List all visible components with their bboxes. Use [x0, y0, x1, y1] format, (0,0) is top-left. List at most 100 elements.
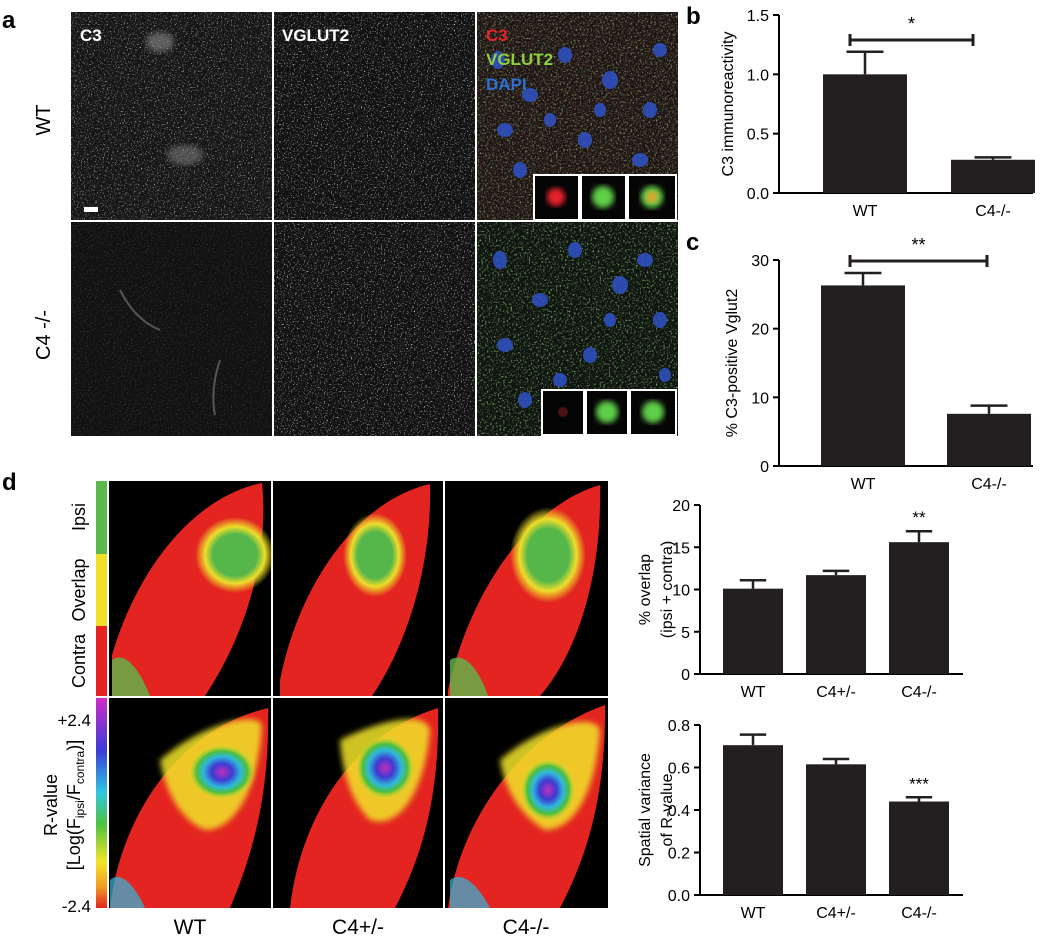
- merge-label-dapi: DAPI: [486, 75, 527, 94]
- significance-label: *: [908, 14, 915, 34]
- inset-row-wt: [533, 174, 677, 221]
- rvalue-colorbar: [96, 698, 107, 908]
- significance-label: **: [911, 235, 925, 255]
- y-tick-label: 15: [672, 540, 690, 557]
- dlgn-column-c4het: C4+/-: [332, 916, 384, 939]
- bar: [806, 575, 866, 674]
- micrograph-wt-c3: [71, 12, 272, 220]
- legend-ipsi-label: Ipsi: [69, 503, 89, 531]
- y-axis-label: (ipsi + contra): [659, 541, 676, 638]
- x-tick-label: C4-/-: [971, 476, 1007, 493]
- bar: [823, 74, 907, 193]
- dlgn-column-wt: WT: [174, 916, 207, 939]
- dlgn-rvalue-c4ko: [445, 698, 608, 908]
- dlgn-overlap-c4ko: [445, 481, 608, 696]
- micrograph-wt-merge: C3 VGLUT2 DAPI: [477, 12, 678, 221]
- y-tick-label: 0: [681, 667, 690, 684]
- micrograph-c4ko-merge: [477, 222, 678, 436]
- x-tick-label: C4-/-: [901, 684, 937, 701]
- micrograph-c4ko-vglut2: [274, 222, 475, 436]
- x-tick-label: WT: [741, 905, 766, 922]
- rvalue-max-label: +2.4: [57, 711, 91, 730]
- y-tick-label: 10: [751, 390, 769, 407]
- dlgn-overlap-wt: [109, 481, 275, 696]
- scale-bar: [84, 207, 98, 212]
- significance-mark: ***: [909, 774, 929, 793]
- y-axis-label: of R-value: [659, 773, 676, 846]
- panel-d-letter: d: [2, 469, 17, 496]
- legend-contra-swatch: [96, 626, 107, 696]
- rvalue-formula-slash: /F: [64, 784, 84, 800]
- panel-b-letter: b: [686, 3, 701, 30]
- legend-overlap-swatch: [96, 554, 107, 626]
- legend-contra-label: Contra: [69, 633, 89, 688]
- row-label-wt: WT: [33, 104, 55, 135]
- bar: [723, 588, 783, 674]
- bar: [889, 542, 949, 674]
- y-tick-label: 30: [751, 253, 769, 270]
- chart-c3-immunoreactivity: 0.0 0.5 1.0 1.5 C3 immunoreactivity WT C4-/- *: [720, 8, 1035, 220]
- rvalue-formula: [Log(Fipsi/Fcontra)]: [64, 740, 87, 870]
- chart-c3-positive-vglut2: 0 10 20 30 % C3-positive Vglut2 WT C4-/- **: [724, 235, 1033, 493]
- channel-label-vglut2: VGLUT2: [282, 26, 349, 45]
- x-tick-label: C4+/-: [816, 684, 856, 701]
- bar: [889, 801, 949, 895]
- x-tick-label: C4-/-: [901, 905, 937, 922]
- y-tick-label: 0.0: [668, 888, 690, 905]
- y-tick-label: 0.6: [668, 761, 690, 778]
- y-tick-label: 20: [672, 498, 690, 515]
- panel-a-letter: a: [2, 7, 16, 34]
- bar: [821, 285, 905, 466]
- bar: [806, 764, 866, 895]
- x-tick-label: WT: [853, 203, 878, 220]
- channel-label-c3: C3: [80, 26, 102, 45]
- dlgn-overlap-c4het: [273, 481, 443, 696]
- y-axis-label: C3 immunoreactivity: [720, 32, 737, 177]
- rvalue-legend: +2.4 -2.4 R-value [Log(Fipsi/Fcontra)]: [41, 698, 107, 916]
- rvalue-formula-contra: contra: [73, 750, 87, 784]
- y-tick-label: 1.0: [747, 67, 769, 84]
- dlgn-overlap-images: [109, 481, 608, 696]
- rvalue-formula-ipsi: ipsi: [73, 800, 87, 818]
- y-tick-label: 5: [681, 625, 690, 642]
- merge-label-c3: C3: [486, 26, 508, 45]
- y-tick-label: 0.0: [747, 186, 769, 203]
- rvalue-formula-log: [Log(F: [64, 818, 84, 870]
- x-tick-label: C4+/-: [816, 905, 856, 922]
- bar: [723, 745, 783, 895]
- y-axis-label: % C3-positive Vglut2: [724, 289, 741, 438]
- rvalue-title: R-value: [41, 774, 61, 836]
- micrograph-wt-vglut2: [274, 12, 475, 220]
- micrograph-c4ko-c3: [71, 222, 272, 436]
- y-tick-label: 0.8: [668, 718, 690, 735]
- dlgn-column-c4ko: C4-/-: [503, 916, 550, 939]
- rvalue-min-label: -2.4: [62, 897, 91, 916]
- significance-mark: **: [912, 508, 926, 527]
- x-tick-label: C4-/-: [975, 203, 1011, 220]
- dlgn-rvalue-wt: [109, 698, 271, 908]
- chart-percent-overlap: 0 5 10 15 20 % overlap (ipsi + contra) WT C4+/- C…: [637, 498, 963, 701]
- dlgn-rvalue-c4het: [273, 698, 443, 908]
- bar: [951, 159, 1035, 193]
- bar: [947, 413, 1031, 466]
- rvalue-formula-close: )]: [64, 740, 84, 751]
- y-tick-label: 0.4: [668, 803, 690, 820]
- y-tick-label: 1.5: [747, 8, 769, 25]
- dlgn-rvalue-images: [109, 698, 608, 908]
- inset-row-c4ko: [541, 389, 677, 436]
- x-tick-label: WT: [741, 684, 766, 701]
- legend-overlap-label: Overlap: [69, 558, 89, 621]
- y-tick-label: 10: [672, 583, 690, 600]
- y-tick-label: 0.2: [668, 846, 690, 863]
- panel-c-letter: c: [686, 229, 699, 256]
- row-label-c4ko: C4 -/-: [33, 310, 55, 360]
- y-tick-label: 0: [760, 459, 769, 476]
- nuclei-wt: [491, 43, 667, 178]
- y-tick-label: 20: [751, 322, 769, 339]
- legend-ipsi-swatch: [96, 481, 107, 554]
- y-axis-label: % overlap: [637, 554, 654, 625]
- x-tick-label: WT: [851, 476, 876, 493]
- overlap-legend: Ipsi Overlap Contra: [69, 481, 107, 696]
- y-axis-label: Spatial variance: [637, 753, 654, 867]
